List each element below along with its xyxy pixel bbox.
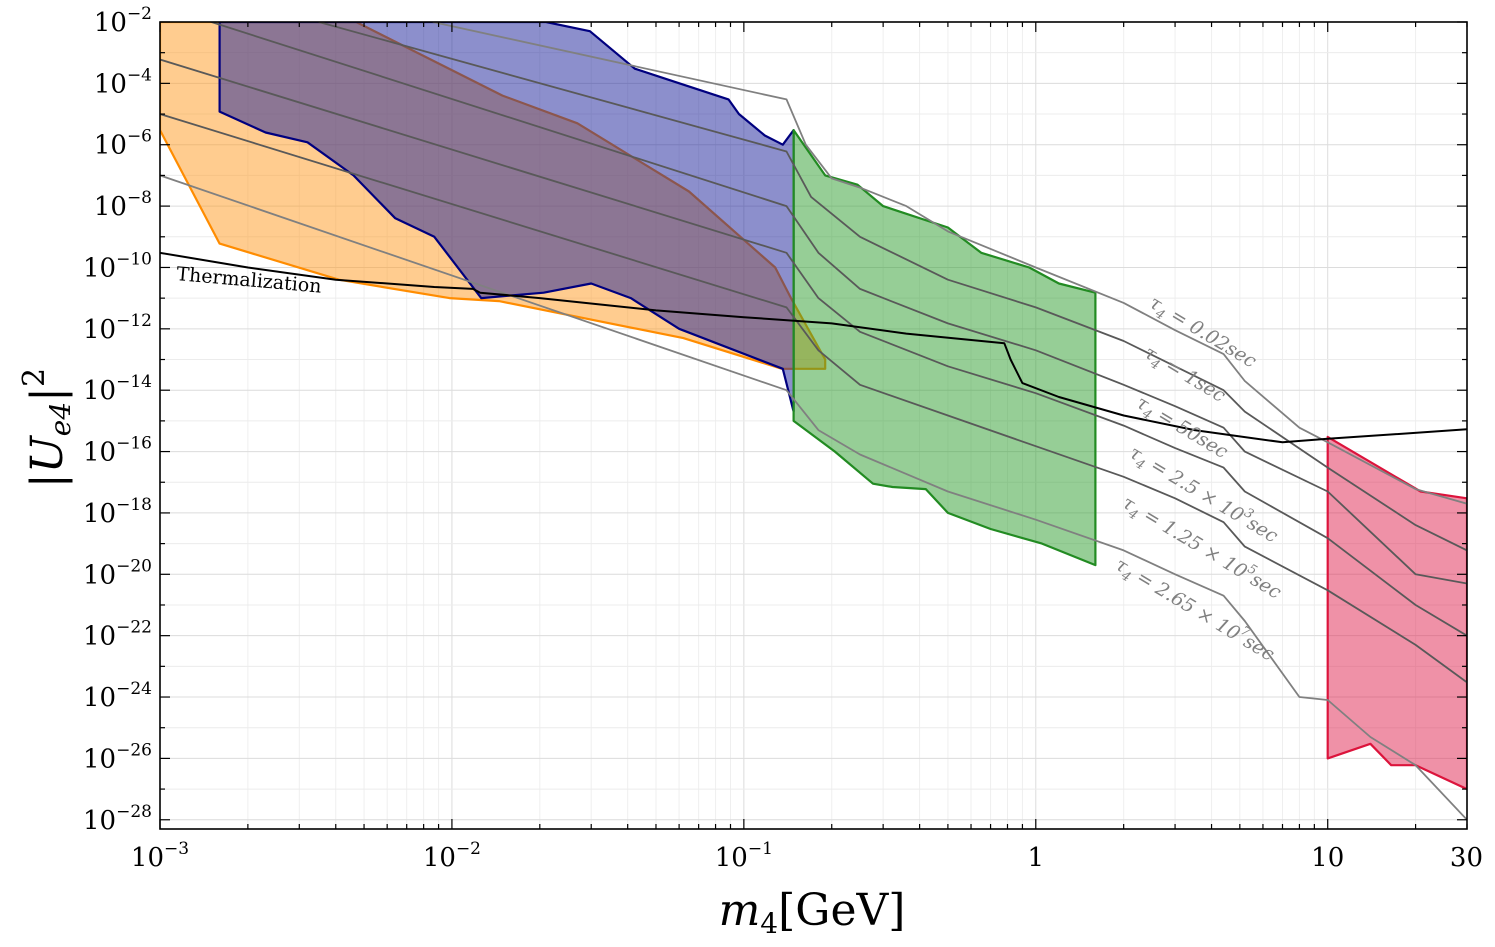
ticks: 10−3 10−2 10−1 1 10 30 10−2 10−4 10−6 10−8 10−10 10… (83, 4, 1483, 873)
y-tick-label: 10−24 (83, 679, 152, 713)
y-tick-label: 10−12 (83, 311, 152, 345)
regions (160, 22, 1467, 791)
y-tick-label: 10−20 (83, 556, 152, 590)
lifetime-line-5 (160, 174, 1467, 821)
x-tick-label: 10−2 (423, 839, 481, 873)
lifetime-line-4 (160, 113, 1467, 684)
y-tick-label: 10−10 (83, 249, 152, 283)
y-tick-label: 10−16 (83, 434, 152, 468)
y-tick-label: 10−4 (94, 65, 152, 99)
x-tick-label: 10−3 (131, 839, 189, 873)
svg-text:τ4 = 2.5 × 103sec: τ4 = 2.5 × 103sec (1123, 439, 1283, 551)
excluded-region-3 (792, 129, 1097, 567)
x-tick-label: 30 (1450, 843, 1483, 873)
y-tick-label: 10−22 (83, 618, 152, 652)
y-tick-label: 10−14 (83, 372, 152, 406)
y-tick-label: 10−6 (94, 127, 152, 161)
y-axis-title: |Ue4|2 (17, 368, 77, 488)
x-tick-label: 10 (1311, 843, 1344, 873)
lifetime-line-2 (211, 22, 1467, 585)
plot-frame (159, 21, 1468, 830)
thermalization-line (160, 251, 1467, 444)
excluded-region-2 (218, 22, 795, 413)
lifetime-line-1 (318, 22, 1467, 552)
y-tick-label: 10−8 (94, 188, 152, 222)
lifetime-line-3 (160, 58, 1467, 637)
series-lines (160, 22, 1467, 821)
y-tick-label: 10−18 (83, 495, 152, 529)
x-tick-label: 1 (1028, 843, 1045, 873)
y-tick-label: 10−2 (94, 4, 152, 38)
excluded-region-4 (1326, 435, 1467, 791)
y-tick-label: 10−28 (83, 802, 152, 836)
lifetime-line-0 (432, 22, 1467, 505)
svg-text:|Ue4|2: |Ue4|2 (17, 368, 77, 488)
lifetime-label-t4: τ4 = 2.5 × 103sec (1123, 439, 1283, 551)
x-axis-title: m4[GeV] (719, 885, 906, 940)
x-tick-label: 10−1 (715, 839, 773, 873)
y-tick-label: 10−26 (83, 740, 152, 774)
